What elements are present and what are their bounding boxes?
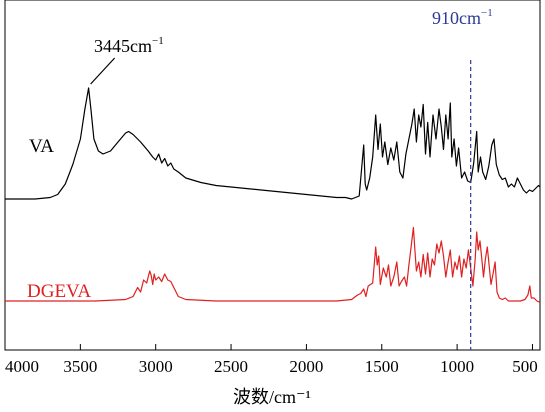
x-axis-title: 波数/cm⁻¹ bbox=[233, 387, 311, 407]
series-line-dgeva bbox=[5, 226, 541, 304]
x-tick-label-3500: 3500 bbox=[63, 357, 97, 376]
plot-frame bbox=[4, 0, 541, 351]
x-tick-label-1000: 1000 bbox=[440, 357, 474, 376]
x-tick-label-2500: 2500 bbox=[214, 357, 248, 376]
marker-910-label: 910cm−1 bbox=[432, 7, 493, 28]
series-label-va: VA bbox=[29, 136, 54, 157]
peak-3445-leader-line bbox=[90, 57, 116, 85]
x-tick-label-3000: 3000 bbox=[139, 357, 173, 376]
marker-910-label-prefix: 910cm bbox=[432, 8, 481, 28]
peak-3445-label: 3445cm−1 bbox=[94, 35, 164, 56]
x-tick-label-2000: 2000 bbox=[289, 357, 323, 376]
peak-3445-label-prefix: 3445cm bbox=[94, 36, 152, 56]
peak-3445-label-sup: −1 bbox=[152, 35, 164, 47]
series-layer bbox=[5, 87, 541, 304]
series-line-va bbox=[5, 87, 541, 200]
x-tick-label-1500: 1500 bbox=[365, 357, 399, 376]
marker-910-label-sup: −1 bbox=[481, 7, 493, 19]
x-tick-layer: 4000 3500 3000 2500 2000 1500 1000 500 bbox=[4, 344, 538, 376]
x-tick-label-500: 500 bbox=[512, 357, 538, 376]
series-label-dgeva: DGEVA bbox=[27, 281, 91, 302]
x-tick-label-4000: 4000 bbox=[5, 357, 39, 376]
